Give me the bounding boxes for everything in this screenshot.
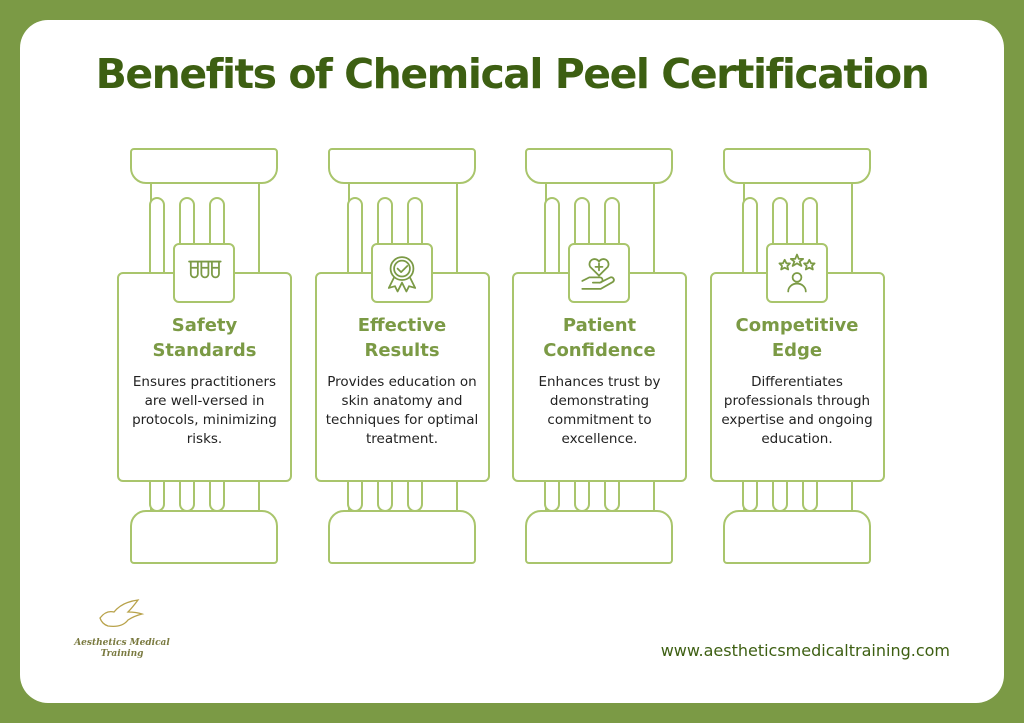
benefit-heading: Effective Results [357,315,447,361]
column-flute [209,478,225,512]
pillar-2: Effective Results Provides education on … [314,0,495,723]
column-flute [179,478,195,512]
pillar-3: Patient Confidence Enhances trust by dem… [512,0,692,723]
column-base [525,510,673,564]
icon-box [568,243,630,303]
benefit-description: Differentiates professionals through exp… [721,374,873,447]
benefit-card [709,272,885,482]
column-flute [544,197,560,277]
column-base [130,510,278,564]
column-flute [149,197,165,277]
benefit-card [117,272,292,482]
icon-box [765,243,828,303]
heart-hand-icon [581,258,615,290]
pillar-1: Safety Standards Ensures practitioners a… [117,0,297,723]
benefit-card [314,272,490,482]
page-title: Benefits of Chemical Peel Certification [95,50,930,98]
stars-person-icon [778,253,815,293]
column-flute [801,478,818,512]
column-flute [741,478,758,512]
column-capital [722,148,871,184]
award-badge-icon [387,256,416,293]
website-link[interactable]: www.aestheticsmedicaltraining.com [660,641,950,660]
column-base [327,510,476,564]
pillar-4: Competitive Edge Differentiates professi… [709,0,890,723]
benefit-heading: Patient Confidence [543,315,656,361]
column-flute [771,478,788,512]
benefit-heading: Safety Standards [152,315,257,361]
column-flute [741,197,758,277]
column-capital [130,148,278,184]
column-base [722,510,871,564]
column-flute [574,478,590,512]
column-flute [346,478,363,512]
benefit-heading: Competitive Edge [735,315,859,361]
column-flute [149,478,165,512]
column-flute [376,478,393,512]
column-flute [406,478,423,512]
benefit-card [512,272,687,482]
column-flute [604,478,620,512]
icon-box [173,243,235,303]
icon-box [370,243,433,303]
column-flute [544,478,560,512]
benefit-description: Provides education on skin anatomy and t… [325,374,479,447]
column-flute [346,197,363,277]
benefit-description: Ensures practitioners are well-versed in… [132,374,277,447]
test-tubes-icon [188,260,222,279]
logo: Aesthetics Medical Training [68,598,176,660]
column-capital [327,148,476,184]
logo-text: Aesthetics Medical Training [74,638,170,659]
benefit-description: Enhances trust by demonstrating commitme… [538,374,661,447]
column-capital [525,148,673,184]
dove-icon [99,599,145,628]
